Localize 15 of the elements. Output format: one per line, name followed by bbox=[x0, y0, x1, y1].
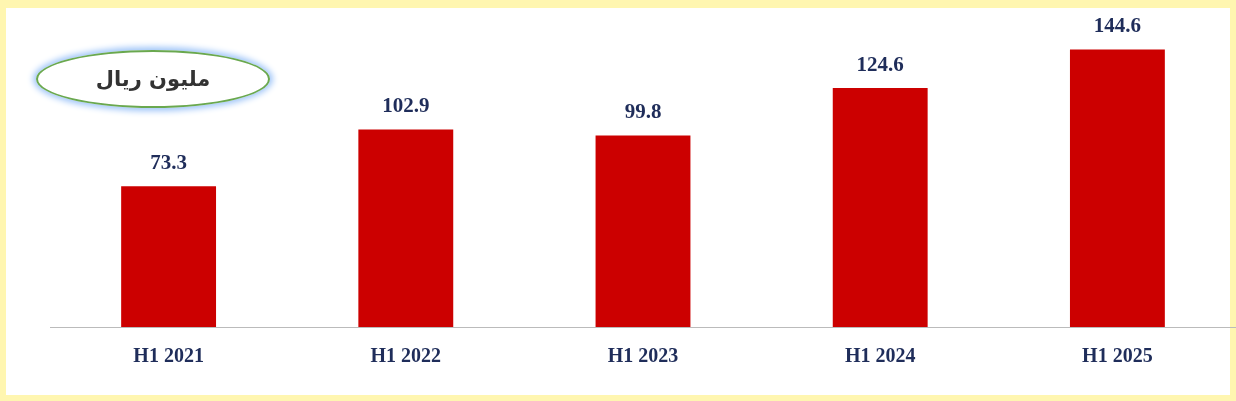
x-tick-label: H1 2025 bbox=[1082, 344, 1153, 367]
x-tick-label: H1 2021 bbox=[133, 344, 204, 367]
data-label: 102.9 bbox=[382, 93, 430, 118]
data-label: 144.6 bbox=[1093, 13, 1142, 38]
x-tick-label: H1 2024 bbox=[844, 344, 916, 367]
data-label: 99.8 bbox=[624, 99, 662, 124]
x-tick-label: H1 2022 bbox=[370, 344, 442, 367]
x-tick-label: H1 2023 bbox=[607, 344, 679, 367]
bar bbox=[1069, 49, 1165, 327]
data-label: 73.3 bbox=[150, 150, 187, 175]
bar bbox=[121, 186, 217, 327]
bar bbox=[832, 87, 928, 327]
data-label: 124.6 bbox=[856, 51, 904, 76]
bar bbox=[595, 135, 691, 327]
bar bbox=[358, 129, 454, 327]
